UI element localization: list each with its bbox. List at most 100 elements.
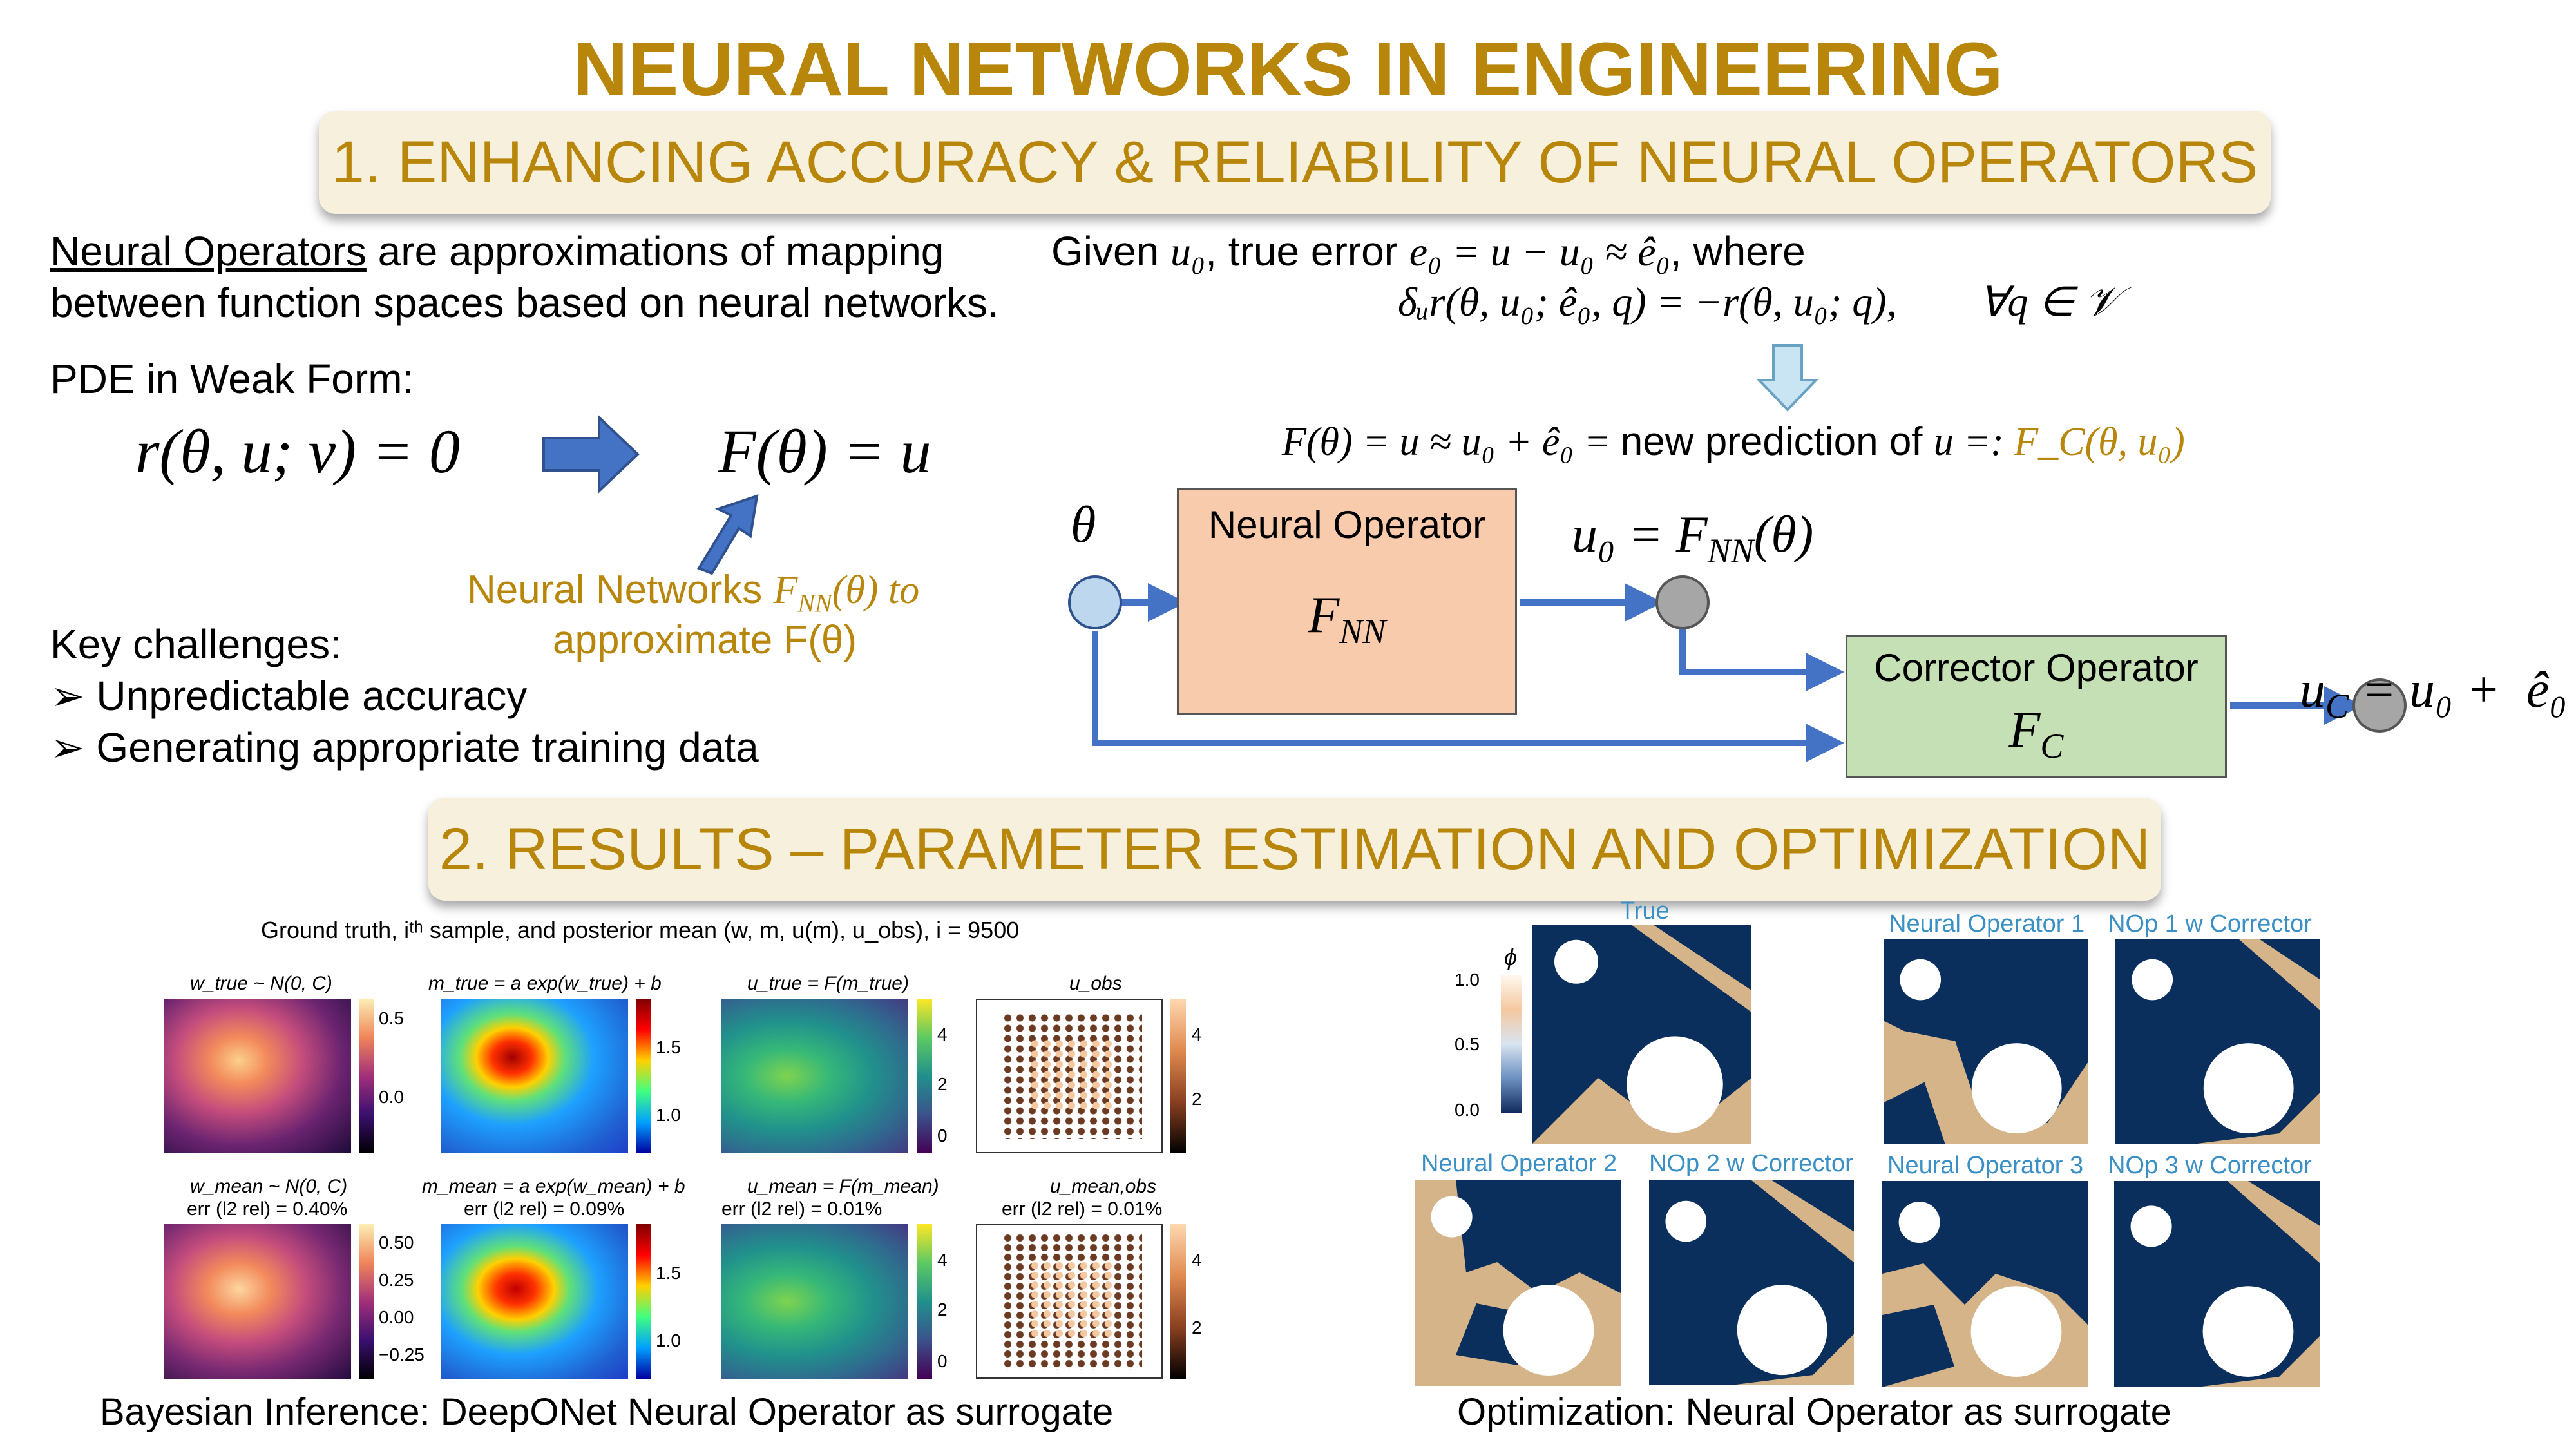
uc-sub: C	[2325, 687, 2349, 725]
m-mean-colorbar	[636, 1224, 651, 1379]
bayes-r1-title-4: u_obs	[1069, 973, 1122, 994]
challenge-2: ➢ Generating appropriate training data	[50, 722, 759, 773]
section1-banner: 1. ENHANCING ACCURACY & RELIABILITY OF N…	[319, 111, 2271, 214]
challenge-1: ➢ Unpredictable accuracy	[50, 670, 527, 722]
cb-r1-1-t0: 0.5	[379, 1008, 404, 1028]
nn-pointer-arrow	[697, 494, 759, 575]
cb-r1-3-t0: 4	[937, 1024, 948, 1044]
bayes-r2-title-3: u_mean = F(m_mean)	[747, 1176, 939, 1197]
u-mean-heatmap	[721, 1224, 908, 1379]
given-u0: u₀	[1170, 229, 1206, 274]
map-equation: F(θ) = u	[718, 417, 931, 486]
neural-operator-label: Neural Operator	[1208, 503, 1486, 546]
cb-r2-3-t1: 2	[937, 1300, 948, 1319]
given-b: , true error	[1205, 228, 1409, 274]
m-mean-heatmap	[441, 1224, 628, 1379]
fc-label: F	[2008, 702, 2041, 758]
cb-r1-4-t0: 4	[1192, 1024, 1202, 1044]
pred-eq: F(θ) = u ≈ u₀ + ê₀ =	[1282, 420, 1621, 464]
u-obs-colorbar	[1170, 999, 1186, 1153]
cb-r1-3-t2: 0	[937, 1126, 948, 1146]
opt-label-no3c: NOp 3 w Corrector	[2108, 1152, 2312, 1179]
section2-banner-text: 2. RESULTS – PARAMETER ESTIMATION AND OP…	[439, 816, 2151, 882]
cb-r2-4-t0: 4	[1192, 1250, 1202, 1270]
cb-r2-2-t0: 1.5	[656, 1263, 681, 1283]
w-true-colorbar	[359, 999, 374, 1153]
corrector-operator-box: Corrector Operator FC	[1846, 635, 2227, 778]
fc-symbol: FC	[1847, 701, 2225, 766]
bayes-r1-title-1: w_true ~ N(0, C)	[190, 973, 332, 994]
bayes-r2-title-1: w_mean ~ N(0, C)	[190, 1176, 348, 1197]
challenges-title: Key challenges:	[50, 621, 341, 667]
bayes-r2-err-2: err (l2 rel) = 0.09%	[464, 1198, 625, 1220]
nn-note-line2: approximate F(θ)	[553, 618, 857, 662]
nn-note-b: (θ) to	[832, 568, 920, 612]
intro-line2: between function spaces based on neural …	[50, 280, 999, 326]
uc-eq: u	[2300, 662, 2325, 718]
given-eq: e₀ = u − u₀ ≈ ê₀	[1409, 229, 1670, 274]
pred-text: new prediction of	[1620, 419, 1934, 464]
section1-banner-text: 1. ENHANCING ACCURACY & RELIABILITY OF N…	[331, 129, 2258, 195]
u0-eq: u₀ = F	[1572, 506, 1708, 563]
fnn-sub: NN	[1339, 612, 1386, 651]
phi-tick-2: 0.0	[1455, 1100, 1480, 1120]
cb-r2-3-t2: 0	[937, 1351, 948, 1371]
nn-note-sym: F	[773, 568, 798, 612]
u-true-colorbar	[917, 999, 932, 1153]
opt-label-no2c: NOp 2 w Corrector	[1649, 1150, 1853, 1177]
m-true-colorbar	[636, 999, 651, 1153]
given-line: Given u₀, true error e₀ = u − u₀ ≈ ê₀, w…	[1051, 226, 1806, 278]
u-mean-colorbar	[917, 1224, 932, 1379]
nn-note-a: Neural Networks	[467, 568, 774, 612]
phi-colorbar	[1501, 975, 1522, 1113]
prediction-line: F(θ) = u ≈ u₀ + ê₀ = new prediction of u…	[1282, 419, 2185, 465]
u0-sub: NN	[1707, 532, 1754, 570]
phi-tick-0: 1.0	[1455, 970, 1480, 990]
u-obs-scatter	[976, 999, 1163, 1153]
phi-colorbar-title: ϕ	[1504, 944, 1518, 970]
challenge-1-text: Unpredictable accuracy	[96, 673, 528, 719]
bayes-r2-err-3: err (l2 rel) = 0.01%	[721, 1198, 883, 1220]
challenge-2-text: Generating appropriate training data	[96, 724, 759, 771]
cb-r1-2-t1: 1.0	[656, 1105, 681, 1125]
fnn-symbol: FNN	[1179, 586, 1515, 651]
pred-fc: F_C(θ, u₀)	[2014, 420, 2185, 464]
opt-no3-image	[1882, 1181, 2088, 1387]
w-true-heatmap	[164, 999, 351, 1153]
given-c: , where	[1670, 228, 1806, 274]
m-true-heatmap	[441, 999, 628, 1153]
theta-input-label: θ	[1071, 497, 1096, 553]
u0-equation: u₀ = FNN(θ)	[1572, 506, 1813, 571]
operator-diagram-connectors	[1068, 575, 2407, 762]
fc-sub: C	[2040, 727, 2064, 765]
uc-equation: uC = u₀ + ê₀	[2248, 602, 2567, 785]
nn-note-sub: NN	[797, 588, 832, 618]
opt-label-no1: Neural Operator 1	[1889, 910, 2085, 937]
nn-note-line1: Neural Networks FNN(θ) to	[467, 567, 919, 618]
u-mean-obs-colorbar	[1170, 1224, 1186, 1379]
w-mean-colorbar	[359, 1224, 374, 1379]
bayes-header: Ground truth, iᵗʰ sample, and posterior …	[261, 917, 1020, 943]
bayes-r2-title-4: u_mean,obs	[1050, 1176, 1157, 1197]
arrow-bullet-icon: ➢	[50, 724, 97, 771]
intro-line1: Neural Operators are approximations of m…	[50, 226, 944, 277]
cb-r2-3-t0: 4	[937, 1250, 948, 1270]
opt-no2c-image	[1649, 1180, 1854, 1385]
cb-r1-2-t0: 1.5	[656, 1037, 681, 1057]
bayes-r2-title-2: m_mean = a exp(w_mean) + b	[422, 1176, 685, 1197]
opt-label-no3: Neural Operator 3	[1887, 1152, 2084, 1179]
u-mean-obs-scatter	[976, 1224, 1163, 1379]
bayes-caption: Bayesian Inference: DeepONet Neural Oper…	[100, 1391, 1114, 1433]
cb-r2-4-t1: 2	[1192, 1318, 1202, 1338]
section2-banner: 2. RESULTS – PARAMETER ESTIMATION AND OP…	[428, 798, 2161, 901]
bayes-r2-err-1: err (l2 rel) = 0.40%	[187, 1198, 348, 1220]
intro-rest: are approximations of mapping	[366, 228, 944, 274]
given-a: Given	[1051, 228, 1170, 274]
cb-r2-1-t2: 0.00	[379, 1307, 414, 1327]
cb-r1-1-t1: 0.0	[379, 1087, 404, 1107]
corrector-operator-label: Corrector Operator	[1874, 646, 2199, 689]
opt-no1-image	[1884, 939, 2088, 1144]
poster-title: NEURAL NETWORKS IN ENGINEERING	[573, 27, 2003, 112]
phi-tick-1: 0.5	[1455, 1034, 1480, 1054]
opt-no3c-image	[2114, 1181, 2320, 1387]
